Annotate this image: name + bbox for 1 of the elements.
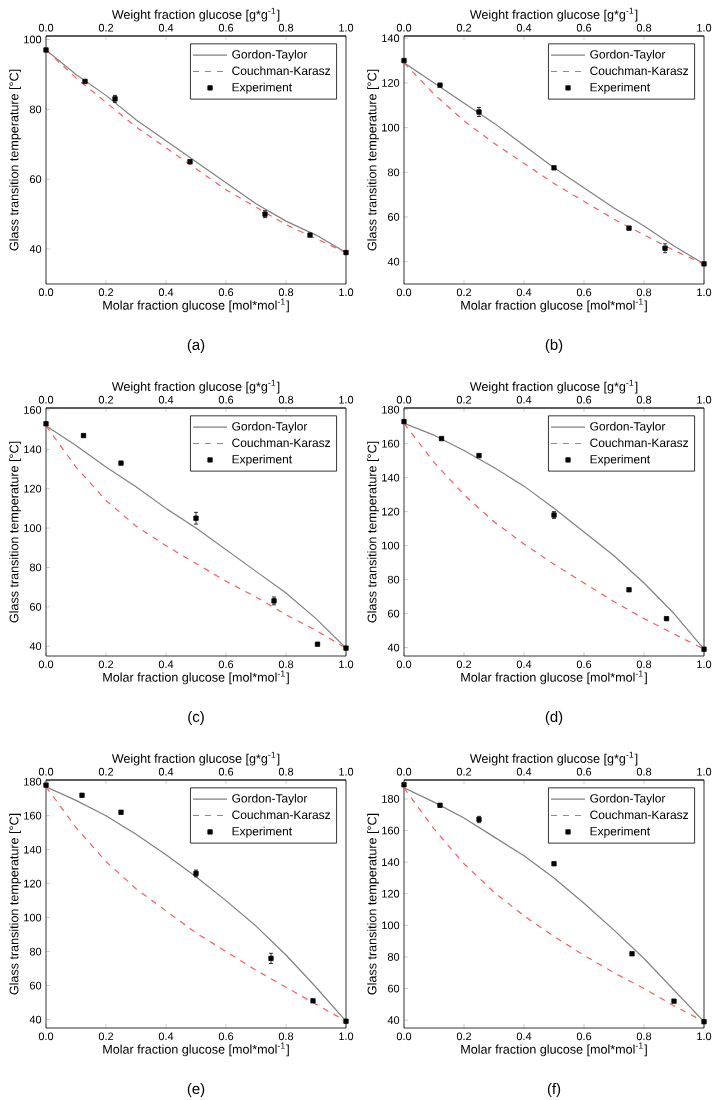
line-series — [46, 49, 346, 254]
